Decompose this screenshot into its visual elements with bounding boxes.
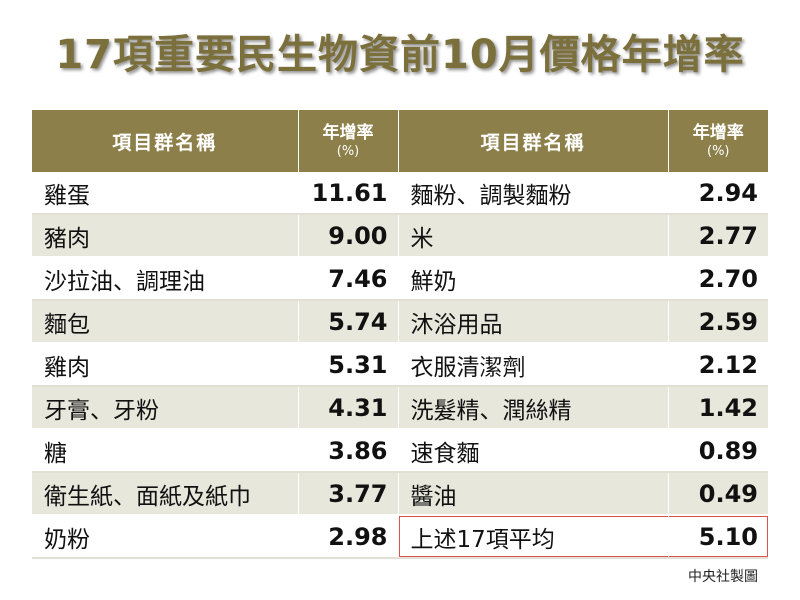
- item-rate: 2.94: [668, 172, 768, 215]
- item-rate: 3.86: [298, 429, 399, 473]
- item-name: 速食麵: [398, 429, 669, 473]
- header-rate-label: 年增率: [322, 123, 374, 143]
- item-rate: 2.59: [668, 300, 768, 344]
- item-rate: 5.74: [298, 300, 399, 344]
- header-rate-right: 年增率 (%): [668, 110, 768, 172]
- item-name: 衛生紙、面紙及紙巾: [32, 472, 299, 516]
- table-row: 沙拉油、調理油 7.46 鮮奶 2.70: [32, 257, 768, 301]
- table-row: 雞蛋 11.61 麵粉、調製麵粉 2.94: [32, 172, 768, 215]
- item-rate: 0.49: [668, 472, 768, 516]
- price-growth-table: 項目群名稱 年增率 (%) 項目群名稱 年增率 (%) 雞蛋 11.61 麵粉、…: [32, 110, 768, 559]
- item-name: 鮮奶: [398, 257, 669, 301]
- table-row: 牙膏、牙粉 4.31 洗髮精、潤絲精 1.42: [32, 386, 768, 430]
- item-rate: 2.77: [668, 214, 768, 258]
- header-rate-unit: (%): [707, 144, 730, 159]
- table-header-row: 項目群名稱 年增率 (%) 項目群名稱 年增率 (%): [32, 110, 768, 172]
- table-row: 衛生紙、面紙及紙巾 3.77 醬油 0.49: [32, 472, 768, 516]
- item-name: 牙膏、牙粉: [32, 386, 299, 430]
- item-name: 雞蛋: [32, 172, 299, 215]
- header-item-name-right: 項目群名稱: [398, 110, 669, 172]
- item-name: 雞肉: [32, 343, 299, 387]
- header-item-name-left: 項目群名稱: [32, 110, 299, 172]
- source-credit: 中央社製圖: [688, 569, 758, 585]
- header-rate-unit: (%): [336, 144, 360, 159]
- item-name: 麵粉、調製麵粉: [398, 172, 669, 215]
- item-name: 沐浴用品: [398, 300, 669, 344]
- table-row: 麵包 5.74 沐浴用品 2.59: [32, 300, 768, 344]
- item-rate: 9.00: [298, 214, 399, 258]
- item-name: 洗髮精、潤絲精: [398, 386, 669, 430]
- item-rate: 2.12: [668, 343, 768, 387]
- page-title: 17項重要民生物資前10月價格年增率: [55, 32, 745, 78]
- table-row: 豬肉 9.00 米 2.77: [32, 214, 768, 258]
- item-rate: 2.98: [298, 515, 399, 559]
- header-rate-left: 年增率 (%): [298, 110, 399, 172]
- item-name: 奶粉: [32, 515, 299, 559]
- table-row: 糖 3.86 速食麵 0.89: [32, 429, 768, 473]
- average-label: 上述17項平均: [398, 515, 669, 559]
- item-name: 米: [398, 214, 669, 258]
- item-name: 糖: [32, 429, 299, 473]
- item-name: 醬油: [398, 472, 669, 516]
- item-rate: 7.46: [298, 257, 399, 301]
- item-rate: 4.31: [298, 386, 399, 430]
- item-rate: 0.89: [668, 429, 768, 473]
- item-rate: 5.31: [298, 343, 399, 387]
- item-rate: 3.77: [298, 472, 399, 516]
- average-rate: 5.10: [668, 515, 768, 559]
- item-rate: 2.70: [668, 257, 768, 301]
- item-name: 沙拉油、調理油: [32, 257, 299, 301]
- item-name: 麵包: [32, 300, 299, 344]
- item-name: 衣服清潔劑: [398, 343, 669, 387]
- header-rate-label: 年增率: [692, 123, 744, 143]
- table-row: 雞肉 5.31 衣服清潔劑 2.12: [32, 343, 768, 387]
- item-rate: 1.42: [668, 386, 768, 430]
- item-name: 豬肉: [32, 214, 299, 258]
- table-row: 奶粉 2.98 上述17項平均 5.10: [32, 515, 768, 559]
- item-rate: 11.61: [298, 172, 399, 215]
